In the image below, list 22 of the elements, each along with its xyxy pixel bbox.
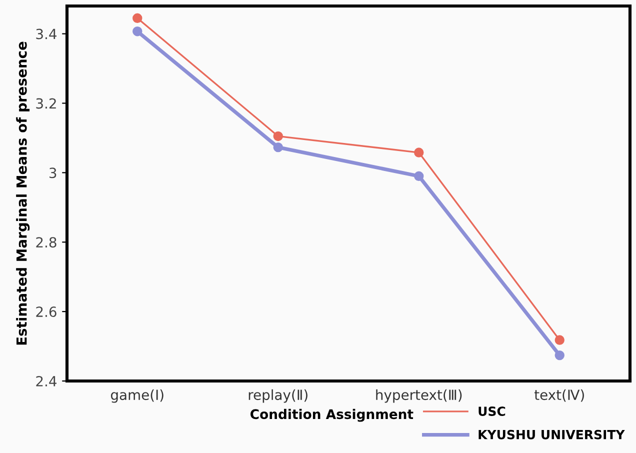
legend-title: Condition Assignment bbox=[250, 408, 414, 422]
x-tick-label: game(Ⅰ) bbox=[110, 389, 164, 403]
y-tick-label: 3.4 bbox=[36, 28, 56, 40]
point bbox=[132, 13, 142, 24]
y-tick-label: 2.6 bbox=[36, 306, 56, 318]
y-tick-label: 2.8 bbox=[36, 237, 56, 248]
point bbox=[273, 131, 283, 142]
point bbox=[554, 350, 564, 360]
point bbox=[414, 148, 424, 158]
y-tick-label: 3 bbox=[50, 168, 56, 178]
legend-label: KYUSHU UNIVERSITY bbox=[478, 430, 625, 440]
x-tick-label: hypertext(Ⅲ) bbox=[376, 389, 462, 403]
y-tick-label: 2.4 bbox=[36, 376, 56, 386]
y-tick-label: 3.2 bbox=[36, 98, 56, 109]
legend-label: USC bbox=[478, 406, 506, 416]
y-axis-title: Estimated Marginal Means of presence bbox=[16, 42, 30, 345]
point bbox=[414, 171, 424, 181]
x-tick-label: replay(Ⅱ) bbox=[248, 389, 308, 403]
point bbox=[132, 26, 142, 36]
point bbox=[554, 335, 564, 345]
x-tick-label: text(Ⅳ) bbox=[534, 389, 584, 402]
point bbox=[273, 142, 283, 152]
